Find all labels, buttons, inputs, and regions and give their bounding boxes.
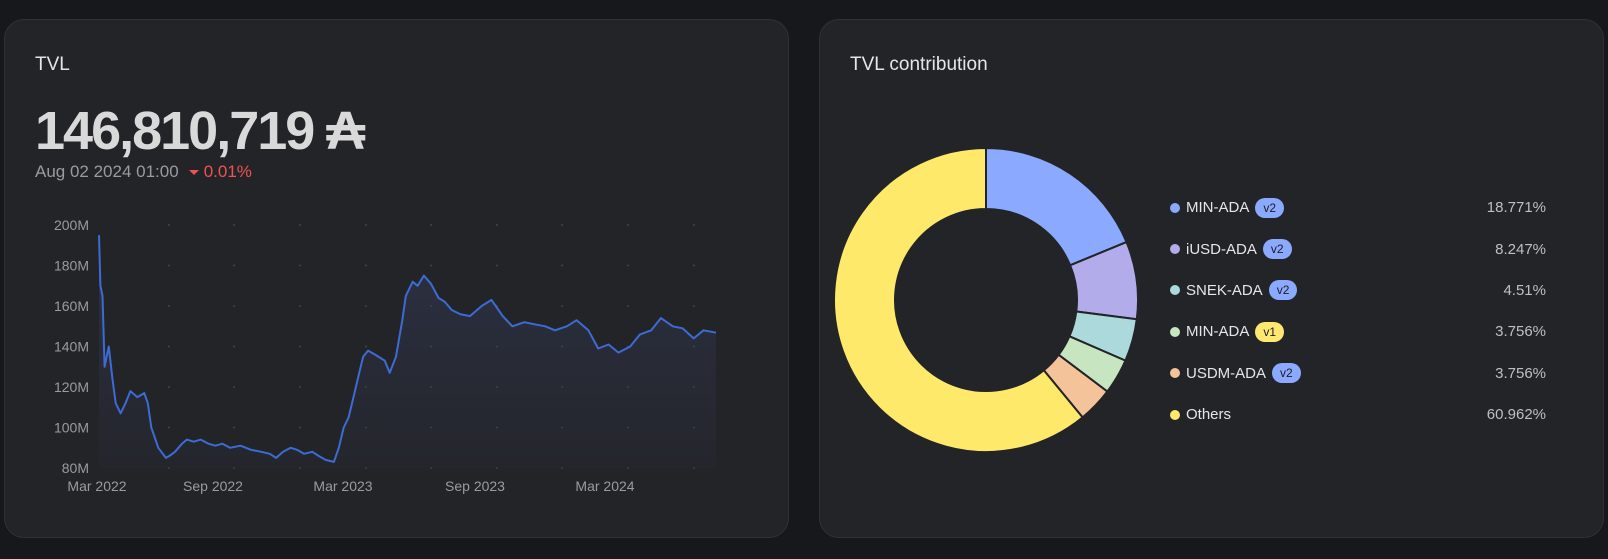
legend-dot-icon <box>1170 368 1180 379</box>
grid-dot <box>627 305 629 307</box>
grid-dot <box>168 305 170 307</box>
legend-label: USDM-ADA <box>1186 364 1267 382</box>
tvl-series-line[interactable] <box>98 235 717 463</box>
grid-dot <box>693 305 695 307</box>
contribution-title: TVL contribution <box>850 54 988 75</box>
grid-dot <box>233 264 235 267</box>
legend-percent: 8.247% <box>1495 240 1546 258</box>
grid-dot <box>365 224 367 226</box>
grid-dot <box>299 224 301 226</box>
legend-label: MIN-ADA <box>1186 199 1250 217</box>
tvl-contribution-card: TVL contribution MIN-ADA v2 18.771% iUSD-AD… <box>819 19 1604 538</box>
legend-dot-icon <box>1170 285 1180 296</box>
legend-dot-icon <box>1170 202 1180 213</box>
legend-label: iUSD-ADA <box>1186 240 1257 258</box>
tvl-subline: Aug 02 2024 01:00 0.01% <box>35 162 252 182</box>
legend-dot-icon <box>1170 409 1180 420</box>
grid-dot <box>627 224 629 226</box>
grid-dot <box>233 305 235 307</box>
y-tick-label: 160M <box>54 298 89 314</box>
version-badge: v2 <box>1262 239 1292 260</box>
contribution-legend: MIN-ADA v2 18.771% iUSD-ADA v2 8.247% SNEK-ADA… <box>1170 187 1546 435</box>
y-tick-label: 180M <box>54 258 89 274</box>
donut-slice[interactable] <box>985 146 1128 267</box>
y-tick-label: 200M <box>54 217 89 233</box>
legend-percent: 18.771% <box>1486 199 1546 217</box>
grid-dot <box>233 386 235 388</box>
legend-percent: 3.756% <box>1495 364 1546 382</box>
y-tick-label: 100M <box>54 420 89 436</box>
grid-dot <box>627 264 629 267</box>
grid-dot <box>168 345 170 348</box>
x-tick-label: Sep 2022 <box>183 478 243 494</box>
x-tick-label: Sep 2023 <box>445 478 505 494</box>
grid-dot <box>693 264 695 267</box>
grid-dot <box>299 426 301 429</box>
legend-item[interactable]: SNEK-ADA v2 4.51% <box>1170 270 1546 311</box>
grid-dot <box>168 386 170 388</box>
tvl-line-chart[interactable]: 200M 180M 160M 140M 120M 100M 80M Mar 2022 Sep 2… <box>5 20 790 539</box>
grid-dot <box>299 345 301 348</box>
legend-item[interactable]: MIN-ADA v1 3.756% <box>1170 311 1546 352</box>
grid-dot <box>233 345 235 348</box>
grid-dot <box>693 224 695 226</box>
caret-down-icon <box>188 169 199 175</box>
grid-dot <box>299 305 301 307</box>
x-tick-label: Mar 2024 <box>575 478 634 494</box>
grid-dot <box>430 224 432 226</box>
legend-label: SNEK-ADA <box>1186 281 1263 299</box>
legend-dot-icon <box>1170 244 1180 255</box>
grid-dot <box>168 264 170 267</box>
grid-dot <box>168 224 170 226</box>
x-tick-label: Mar 2022 <box>67 478 126 494</box>
legend-percent: 60.962% <box>1486 406 1546 424</box>
version-badge: v1 <box>1255 321 1285 342</box>
tvl-title: TVL <box>35 54 70 75</box>
tvl-date: Aug 02 2024 01:00 <box>35 162 179 181</box>
grid-dot <box>299 386 301 388</box>
version-badge: v2 <box>1255 197 1285 218</box>
y-tick-label: 80M <box>62 460 89 476</box>
tvl-value: 146,810,719 ₳ <box>35 101 365 161</box>
tvl-change-value: 0.01% <box>203 162 252 181</box>
grid-dot <box>496 224 498 226</box>
legend-dot-icon <box>1170 326 1180 337</box>
legend-item[interactable]: Others 60.962% <box>1170 394 1546 435</box>
grid-dot <box>496 264 498 267</box>
legend-label: MIN-ADA <box>1186 323 1250 341</box>
contribution-donut-chart[interactable] <box>820 20 1605 539</box>
grid-dot <box>365 345 367 348</box>
tvl-area-fill <box>99 235 716 468</box>
grid-dot <box>168 426 170 429</box>
grid-dot <box>365 305 367 307</box>
grid-dot <box>430 264 432 267</box>
tvl-card: TVL 146,810,719 ₳ Aug 02 2024 01:00 0.01… <box>4 19 789 538</box>
donut-slice[interactable] <box>833 146 1085 453</box>
grid-dot <box>233 426 235 429</box>
grid-dot <box>365 264 367 267</box>
legend-item[interactable]: MIN-ADA v2 18.771% <box>1170 187 1546 228</box>
grid-dot <box>561 305 563 307</box>
version-badge: v2 <box>1272 363 1301 384</box>
legend-item[interactable]: USDM-ADA v2 3.756% <box>1170 353 1546 394</box>
grid-dot <box>233 224 235 226</box>
tvl-change: 0.01% <box>188 162 252 182</box>
grid-dot <box>299 264 301 267</box>
grid-dot <box>561 224 563 226</box>
y-tick-label: 120M <box>54 379 89 395</box>
legend-item[interactable]: iUSD-ADA v2 8.247% <box>1170 228 1546 269</box>
legend-percent: 4.51% <box>1503 281 1546 299</box>
version-badge: v2 <box>1268 280 1298 301</box>
x-tick-label: Mar 2023 <box>313 478 372 494</box>
grid-dot <box>561 264 563 267</box>
legend-percent: 3.756% <box>1495 323 1546 341</box>
legend-label: Others <box>1186 406 1232 424</box>
y-tick-label: 140M <box>54 339 89 355</box>
